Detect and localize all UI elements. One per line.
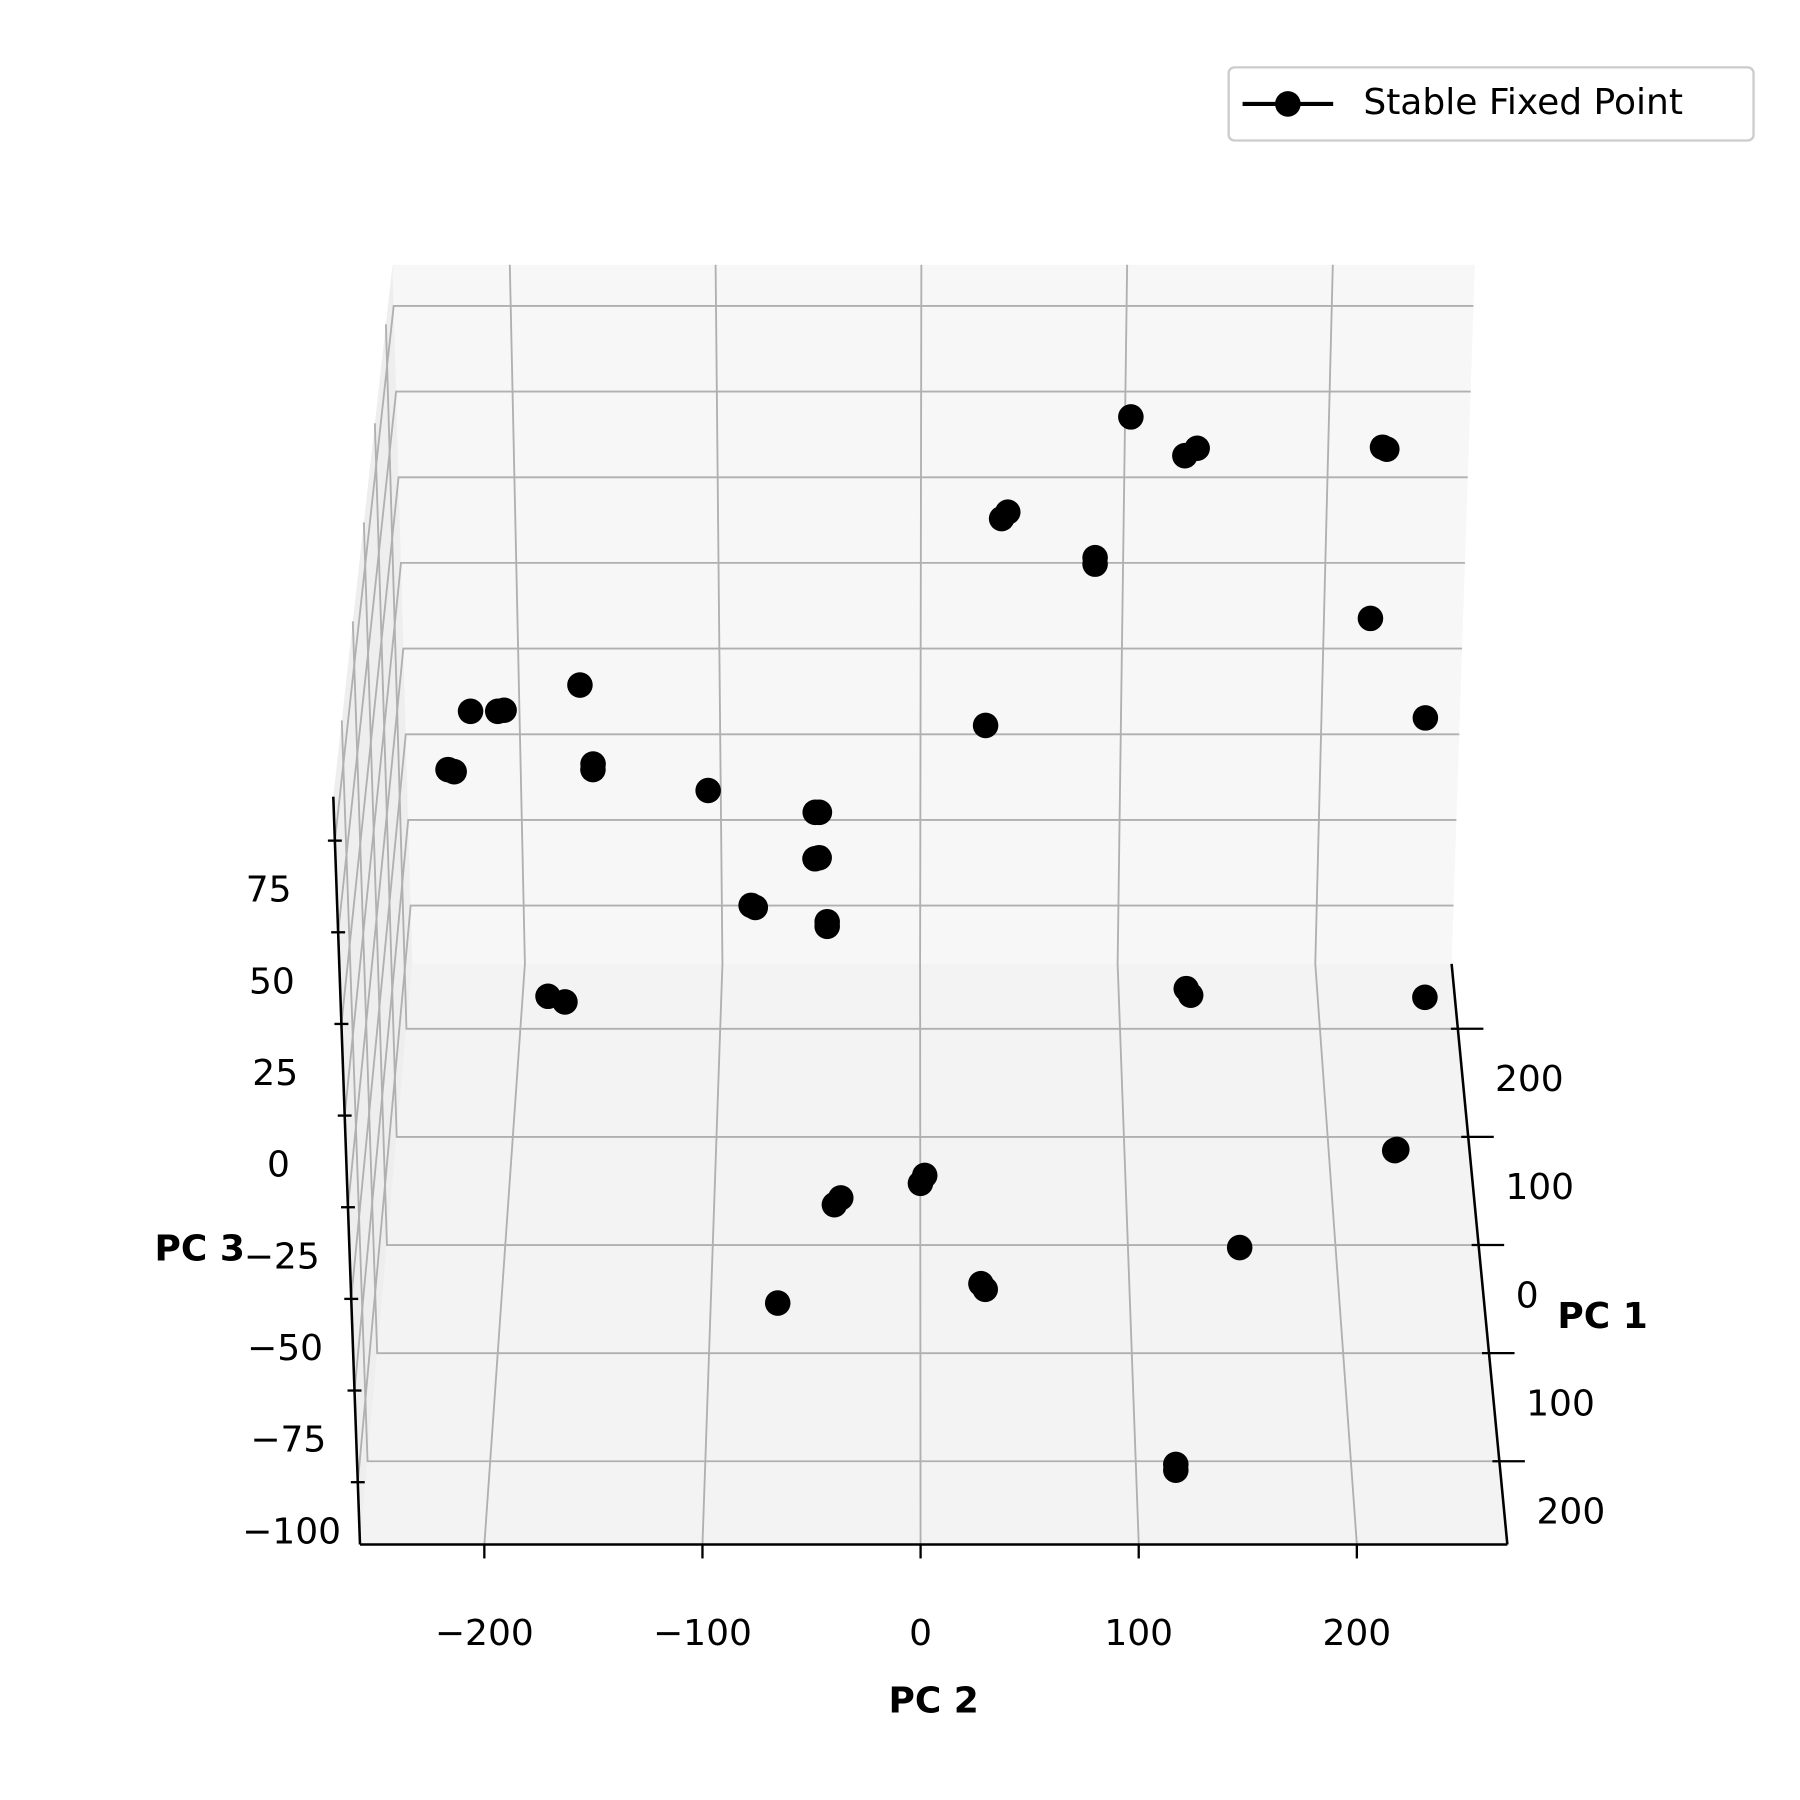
y-tick-label: 100 — [1505, 1167, 1574, 1208]
grid-line — [353, 819, 1457, 1391]
floor-pane — [360, 963, 1508, 1545]
data-point — [1374, 436, 1400, 462]
data-point — [802, 799, 828, 826]
grid-line — [333, 304, 1474, 841]
grid-line — [362, 522, 1479, 1246]
data-point — [1357, 605, 1384, 632]
data-point — [552, 989, 578, 1015]
data-point — [994, 499, 1021, 525]
grid-line — [337, 390, 1471, 933]
data-point — [1184, 435, 1210, 462]
z-tick-label: −100 — [242, 1511, 341, 1552]
data-point — [821, 1191, 848, 1218]
data-point — [567, 672, 593, 698]
side-pane — [333, 264, 413, 1545]
grid-line — [346, 647, 1463, 1208]
grid-line — [919, 264, 923, 1545]
grid-line — [1314, 264, 1358, 1545]
grid-line — [350, 733, 1460, 1299]
data-point — [972, 712, 999, 739]
grid-line — [340, 720, 1500, 1463]
grid-line — [1116, 264, 1140, 1545]
data-point — [1412, 984, 1438, 1011]
data-point — [441, 758, 467, 785]
legend-label: Stable Fixed Point — [1363, 82, 1683, 123]
grid-line — [701, 264, 724, 1545]
data-point — [814, 913, 840, 940]
x-tick-label: −200 — [435, 1613, 534, 1654]
legend-box — [1227, 66, 1755, 142]
grid-line — [384, 324, 1458, 1030]
grid-line — [340, 476, 1468, 1025]
data-point — [580, 756, 606, 783]
data-point — [972, 1276, 999, 1303]
data-point — [764, 1290, 791, 1316]
x-tick-label: 0 — [909, 1613, 932, 1654]
data-point — [1177, 982, 1204, 1008]
grid-line — [351, 621, 1490, 1355]
series — [435, 404, 1439, 1483]
z-tick-label: −25 — [244, 1236, 320, 1277]
legend-marker — [1275, 91, 1301, 117]
grid-line — [343, 561, 1465, 1116]
data-point — [1412, 705, 1439, 731]
x-tick-label: 100 — [1104, 1613, 1173, 1654]
y-axis-line — [1450, 963, 1509, 1545]
grid-line — [356, 904, 1454, 1483]
z-tick-label: 25 — [252, 1053, 298, 1094]
data-point — [695, 777, 721, 804]
grid-line — [483, 264, 526, 1545]
data-point — [457, 698, 484, 725]
y-tick-label: 0 — [1516, 1275, 1539, 1316]
z-tick-label: 0 — [267, 1145, 290, 1186]
y-tick-label: 200 — [1495, 1059, 1564, 1100]
z-axis-line — [332, 796, 362, 1545]
x-tick-label: 200 — [1322, 1613, 1391, 1654]
z-tick-label: 50 — [249, 961, 295, 1002]
z-tick-label: 75 — [246, 870, 292, 911]
legend: Stable Fixed Point — [1227, 66, 1755, 142]
z-tick-label: −50 — [247, 1328, 323, 1369]
x-axis-label: PC 2 — [888, 1680, 978, 1721]
data-point — [1082, 551, 1108, 577]
data-point — [1118, 404, 1144, 430]
data-point — [1384, 1136, 1410, 1163]
data-point — [907, 1170, 934, 1197]
data-point — [802, 846, 828, 872]
x-tick-label: −100 — [653, 1613, 752, 1654]
data-point — [491, 697, 517, 724]
data-point — [1163, 1457, 1189, 1483]
grid-line — [373, 423, 1469, 1138]
y-tick-label: 200 — [1537, 1492, 1606, 1533]
z-tick-label: −75 — [250, 1420, 326, 1461]
data-point — [742, 894, 769, 921]
y-tick-label: 100 — [1526, 1383, 1595, 1424]
z-axis-label: PC 3 — [155, 1229, 245, 1270]
y-axis-label: PC 1 — [1557, 1296, 1647, 1337]
data-point — [1226, 1234, 1253, 1261]
back-pane — [392, 264, 1475, 964]
